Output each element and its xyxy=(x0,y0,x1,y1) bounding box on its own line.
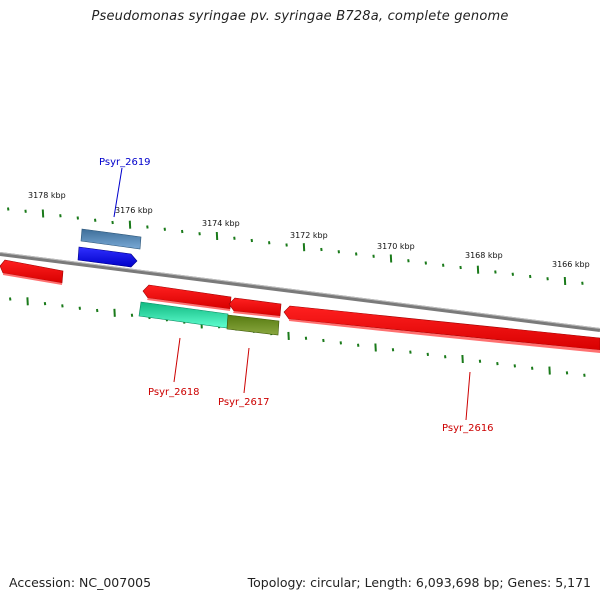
leader-psyr2616 xyxy=(465,371,471,421)
gene-label-psyr2617[interactable]: Psyr_2617 xyxy=(218,397,270,408)
topology-summary-text: Topology: circular; Length: 6,093,698 bp… xyxy=(247,575,591,590)
leader-psyr2619 xyxy=(113,167,123,218)
gene-label-psyr2616[interactable]: Psyr_2616 xyxy=(442,423,494,434)
scale-label-3172: 3172 kbp xyxy=(290,231,328,240)
gene-label-psyr2619[interactable]: Psyr_2619 xyxy=(99,157,151,168)
leader-psyr2617 xyxy=(243,347,250,394)
scale-label-3166: 3166 kbp xyxy=(552,260,590,269)
outer-scale-ticks xyxy=(7,207,584,286)
scale-label-3176: 3176 kbp xyxy=(115,206,153,215)
scale-label-3174: 3174 kbp xyxy=(202,219,240,228)
map-title: Pseudomonas syringae pv. syringae B728a,… xyxy=(91,9,509,24)
accession-text: Accession: NC_007005 xyxy=(9,575,152,590)
scale-label-3178: 3178 kbp xyxy=(28,191,66,200)
feature-psyr2617-olive-track[interactable] xyxy=(226,314,280,336)
leader-psyr2618 xyxy=(173,337,181,383)
scale-label-3170: 3170 kbp xyxy=(377,242,415,251)
gene-psyr2616-arrow[interactable] xyxy=(283,305,600,351)
genome-backbone xyxy=(0,252,600,332)
scale-label-3168: 3168 kbp xyxy=(465,251,503,260)
feature-psyr2619-blue-track[interactable] xyxy=(80,228,142,250)
gene-label-psyr2618[interactable]: Psyr_2618 xyxy=(148,387,200,398)
gene-psyr2619-arrow[interactable] xyxy=(77,246,138,268)
